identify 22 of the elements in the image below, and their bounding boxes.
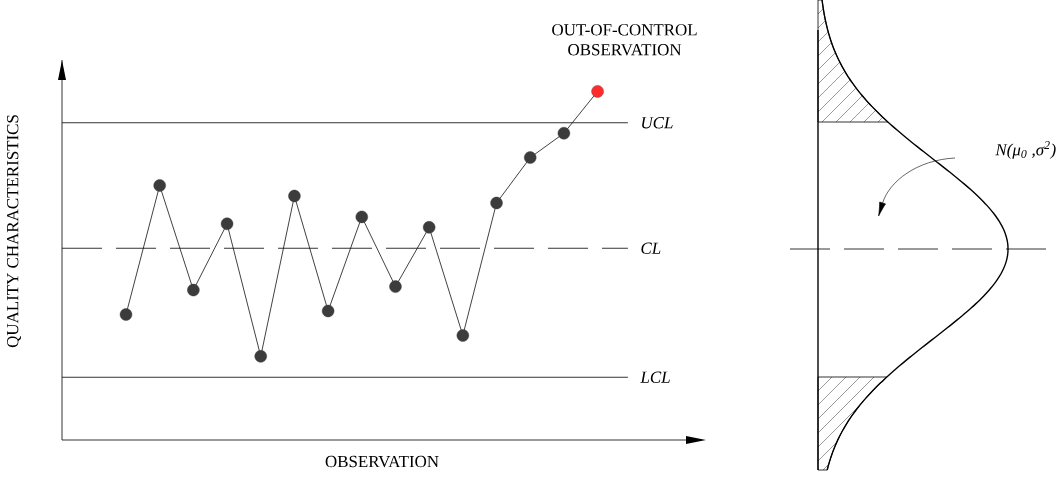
point xyxy=(557,127,571,140)
point xyxy=(422,221,436,234)
x-axis-title: OBSERVATION xyxy=(325,455,439,468)
ref-line-label: UCL xyxy=(642,117,673,129)
ref-line-label: CL xyxy=(641,242,661,254)
point xyxy=(254,350,267,363)
point xyxy=(321,304,335,318)
ref-line-label: LCL xyxy=(640,371,670,383)
point xyxy=(456,329,470,342)
point xyxy=(119,308,133,321)
text: OUT-OF-CONTROL OBSERVATION xyxy=(552,24,697,56)
y-axis-title: QUALITY CHARACTERISTICS xyxy=(7,115,21,348)
point xyxy=(591,85,604,98)
point xyxy=(220,217,234,231)
point xyxy=(389,280,402,293)
point xyxy=(288,189,301,203)
point xyxy=(524,151,537,164)
text: N(μ$_{0}$ ,σ$^{2}$) xyxy=(995,141,1056,159)
point xyxy=(187,283,200,297)
point xyxy=(490,196,503,210)
point xyxy=(153,179,166,192)
point xyxy=(355,210,368,224)
